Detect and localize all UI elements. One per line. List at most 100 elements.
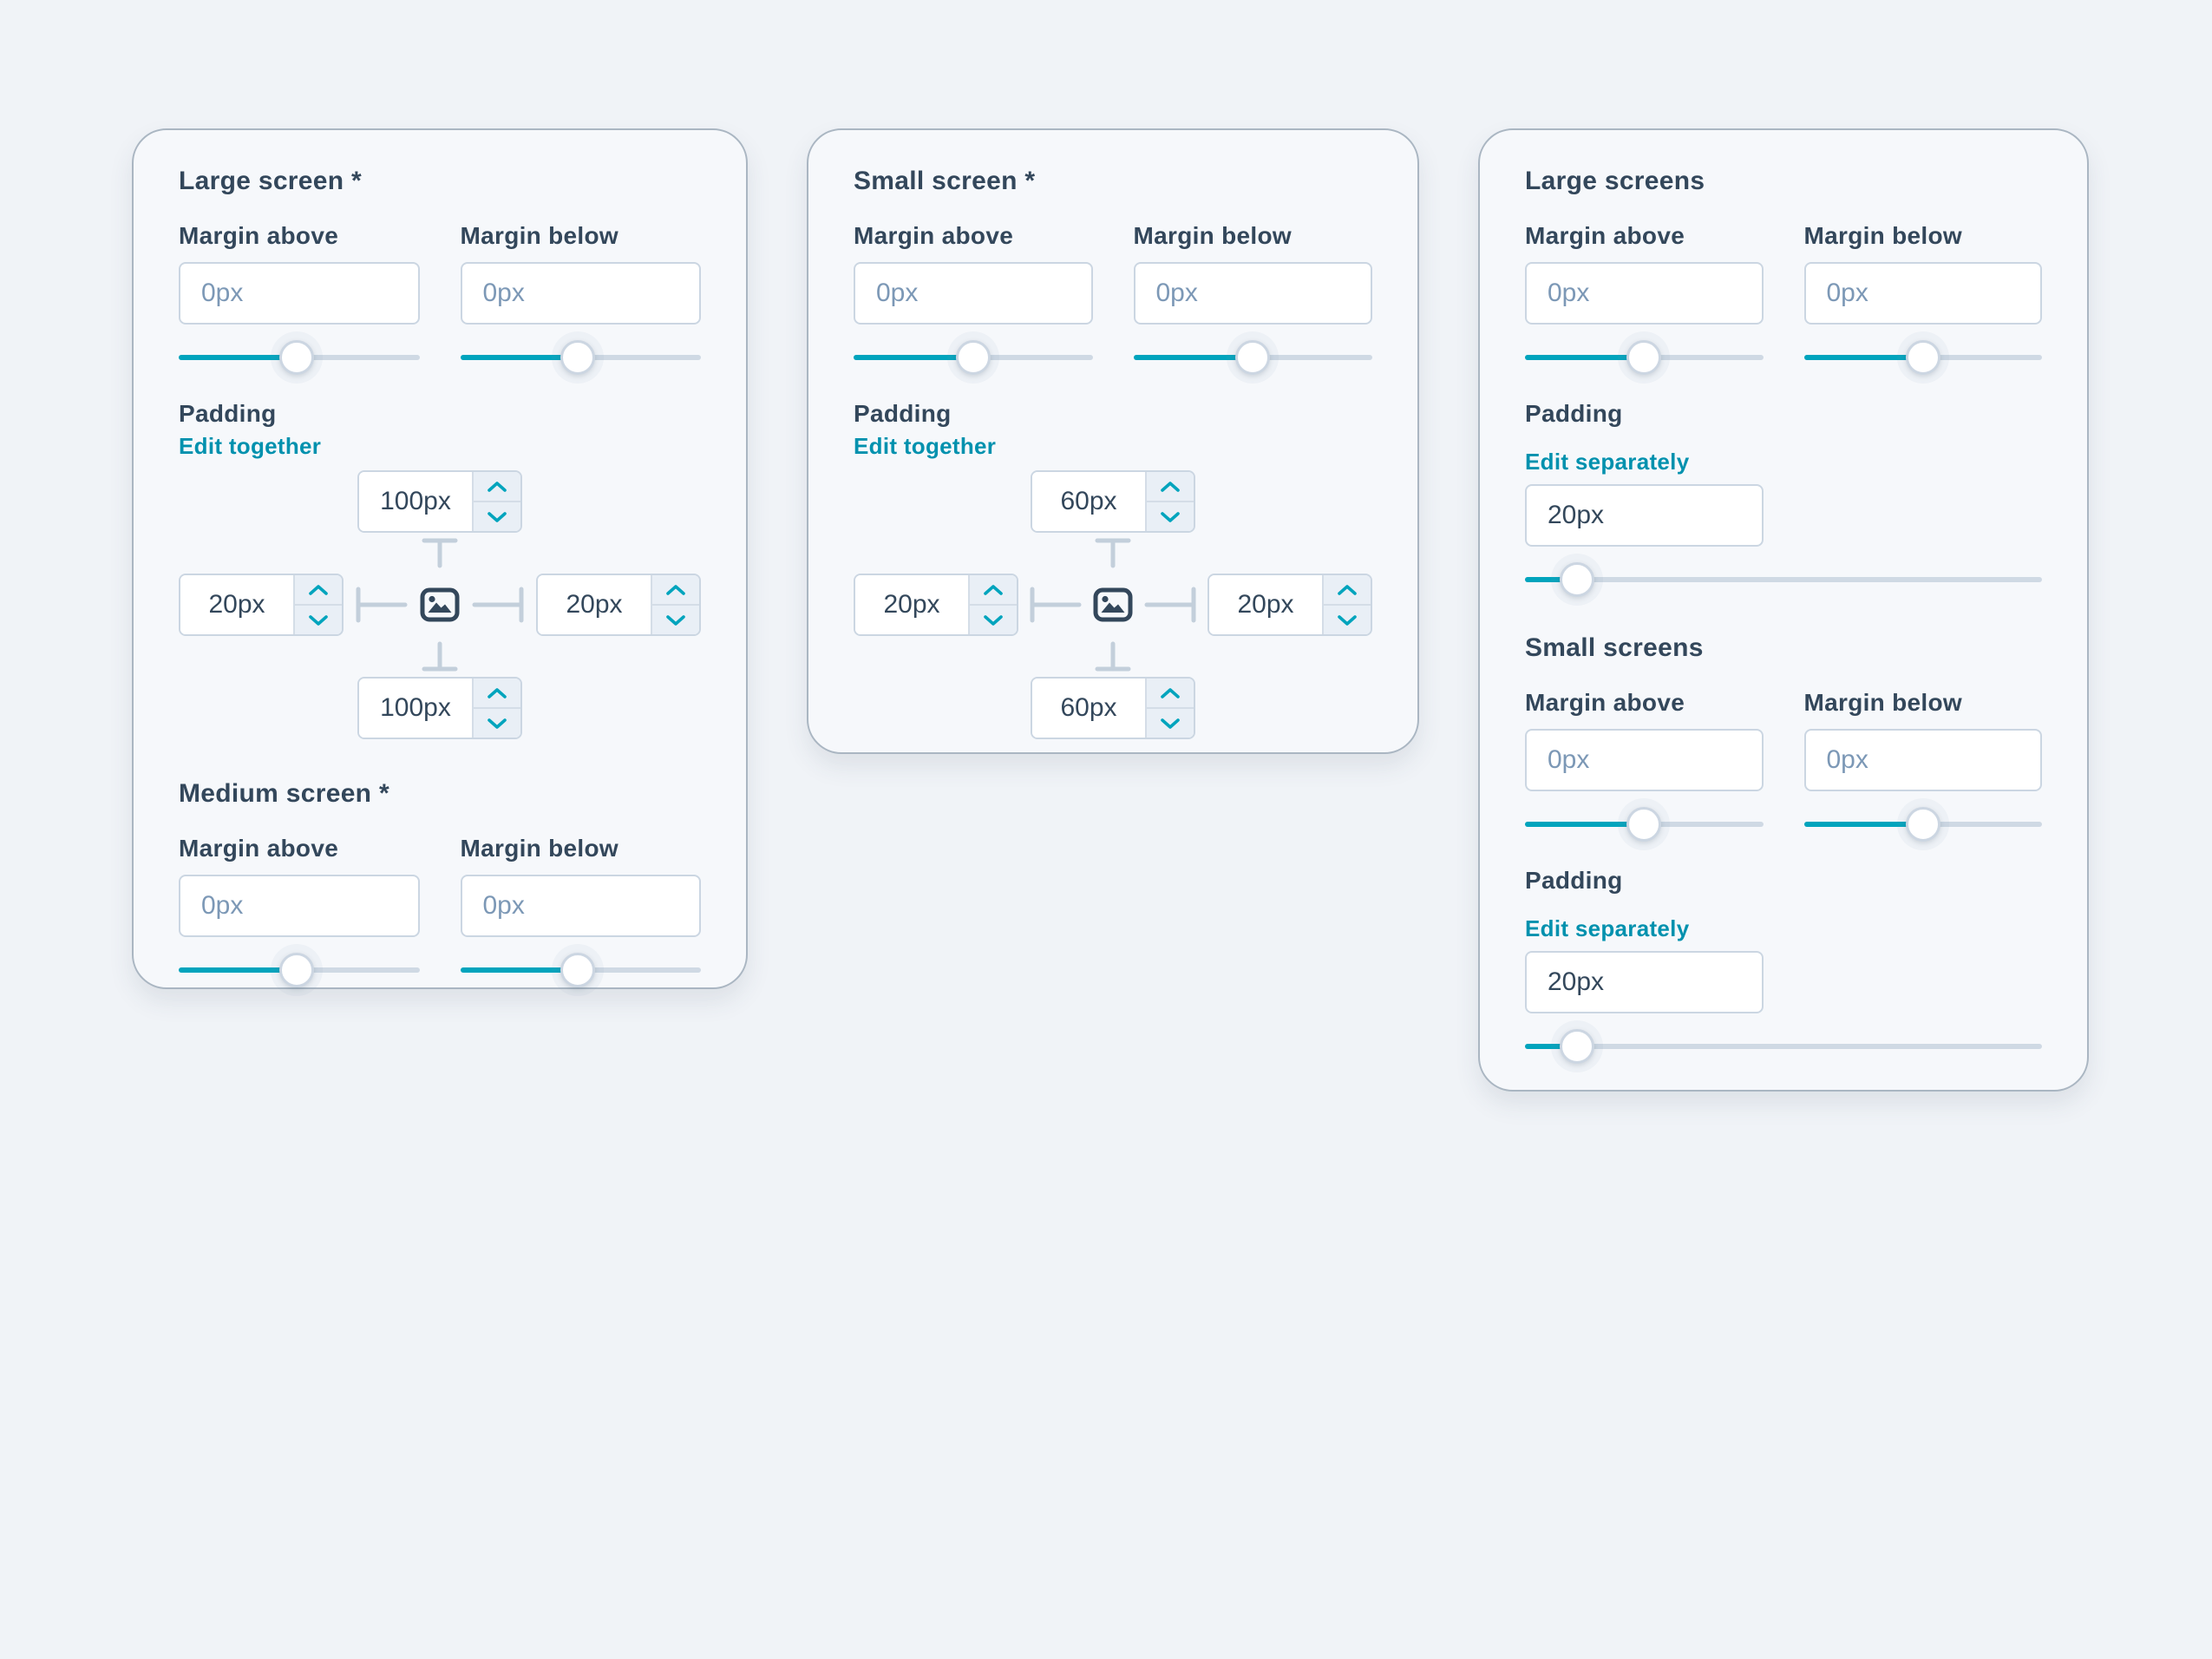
slider-thumb[interactable] (955, 340, 991, 375)
slider-thumb[interactable] (1905, 340, 1940, 375)
padding-right-connector (1143, 586, 1197, 624)
chevron-up-icon (309, 584, 328, 595)
margin-above-slider[interactable] (179, 338, 420, 377)
padding-top-value[interactable]: 100px (359, 472, 472, 531)
padding-bottom-increment-button[interactable] (1147, 679, 1194, 707)
slider-thumb[interactable] (1626, 807, 1662, 842)
slider-thumb[interactable] (278, 953, 314, 987)
padding-slider[interactable] (1525, 1027, 2042, 1066)
padding-top-increment-button[interactable] (474, 472, 520, 501)
section-title-small-screen: Small screen * (854, 167, 1036, 195)
margin-below-label: Margin below (1803, 222, 1962, 249)
margin-above-input[interactable] (1525, 729, 1764, 791)
padding-top-stepper: 60px (1031, 470, 1195, 533)
padding-left-increment-button[interactable] (295, 575, 342, 604)
padding-edit-mode-link[interactable]: Edit separately (1525, 449, 1690, 475)
padding-top-decrement-button[interactable] (1147, 501, 1194, 531)
margin-above-label: Margin above (1525, 222, 1685, 249)
slider-fill (460, 355, 579, 360)
margin-inputs-row (179, 262, 701, 325)
padding-right-value[interactable]: 20px (538, 575, 651, 634)
padding-bottom-increment-button[interactable] (474, 679, 520, 707)
padding-right-increment-button[interactable] (652, 575, 699, 604)
padding-heading: Padding (854, 400, 952, 427)
padding-left-decrement-button[interactable] (295, 604, 342, 634)
margin-above-slider[interactable] (1525, 805, 1764, 843)
slider-thumb[interactable] (278, 340, 314, 375)
slider-fill (179, 355, 297, 360)
margin-above-label: Margin above (854, 222, 1014, 249)
padding-top-connector (1094, 537, 1132, 569)
chevron-down-icon (1161, 718, 1180, 729)
section-title-large-screens: Large screens (1525, 167, 1705, 195)
margin-above-input[interactable] (179, 875, 420, 937)
breakpoint-card-large-medium: Large screen * Margin above Margin below… (132, 128, 748, 989)
padding-top-increment-button[interactable] (1147, 472, 1194, 501)
slider-thumb[interactable] (1626, 340, 1662, 375)
margin-below-input[interactable] (460, 262, 701, 325)
padding-right-decrement-button[interactable] (652, 604, 699, 634)
padding-bottom-connector (421, 640, 459, 672)
padding-all-sides-input[interactable] (1525, 484, 1764, 547)
padding-top-value[interactable]: 60px (1032, 472, 1145, 531)
slider-thumb[interactable] (1559, 1029, 1594, 1064)
padding-bottom-stepper: 60px (1031, 677, 1195, 739)
padding-bottom-decrement-button[interactable] (474, 707, 520, 738)
padding-heading: Padding (1525, 867, 1623, 894)
margin-below-slider[interactable] (1803, 338, 2042, 377)
padding-bottom-value[interactable]: 60px (1032, 679, 1145, 738)
padding-heading: Padding (1525, 400, 1623, 427)
padding-edit-mode-link[interactable]: Edit separately (1525, 915, 1690, 941)
slider-thumb[interactable] (1905, 807, 1940, 842)
padding-slider[interactable] (1525, 561, 2042, 599)
margin-above-slider[interactable] (854, 338, 1093, 377)
padding-left-increment-button[interactable] (970, 575, 1017, 604)
padding-left-value[interactable]: 20px (855, 575, 968, 634)
padding-all-sides-input[interactable] (1525, 951, 1764, 1013)
margin-below-slider[interactable] (1803, 805, 2042, 843)
image-icon (1093, 587, 1133, 623)
padding-right-decrement-button[interactable] (1324, 604, 1371, 634)
padding-right-value[interactable]: 20px (1209, 575, 1322, 634)
margin-above-input[interactable] (179, 262, 420, 325)
slider-thumb[interactable] (560, 340, 596, 375)
margin-above-label: Margin above (1525, 689, 1685, 716)
padding-edit-mode-link[interactable]: Edit together (854, 433, 997, 459)
padding-bottom-connector (1094, 640, 1132, 672)
padding-right-connector (471, 586, 525, 624)
chevron-up-icon (984, 584, 1003, 595)
padding-right-stepper: 20px (536, 574, 701, 636)
padding-edit-mode-link[interactable]: Edit together (179, 433, 322, 459)
slider-thumb[interactable] (1235, 340, 1271, 375)
margin-below-slider[interactable] (460, 338, 701, 377)
padding-bottom-decrement-button[interactable] (1147, 707, 1194, 738)
margin-below-input[interactable] (1803, 262, 2042, 325)
section-title-large-screen: Large screen * (179, 167, 362, 195)
margin-above-slider[interactable] (1525, 338, 1764, 377)
padding-left-decrement-button[interactable] (970, 604, 1017, 634)
margin-below-slider[interactable] (1133, 338, 1372, 377)
margin-above-label: Margin above (179, 222, 339, 249)
margin-above-input[interactable] (1525, 262, 1764, 325)
padding-right-increment-button[interactable] (1324, 575, 1371, 604)
slider-thumb[interactable] (1559, 562, 1594, 597)
padding-top-stepper: 100px (357, 470, 522, 533)
section-title-small-screens: Small screens (1525, 633, 1704, 662)
margin-above-slider[interactable] (179, 951, 420, 989)
margin-below-label: Margin below (460, 222, 618, 249)
margin-below-slider[interactable] (460, 951, 701, 989)
margin-below-input[interactable] (460, 875, 701, 937)
padding-left-connector (1029, 586, 1083, 624)
margin-below-input[interactable] (1803, 729, 2042, 791)
chevron-up-icon (488, 481, 507, 492)
chevron-down-icon (984, 614, 1003, 626)
padding-left-value[interactable]: 20px (180, 575, 293, 634)
chevron-down-icon (1161, 511, 1180, 522)
padding-bottom-value[interactable]: 100px (359, 679, 472, 738)
margin-below-input[interactable] (1133, 262, 1372, 325)
margin-below-label: Margin below (1133, 222, 1292, 249)
slider-thumb[interactable] (560, 953, 596, 987)
margin-above-input[interactable] (854, 262, 1093, 325)
padding-top-decrement-button[interactable] (474, 501, 520, 531)
chevron-down-icon (488, 511, 507, 522)
